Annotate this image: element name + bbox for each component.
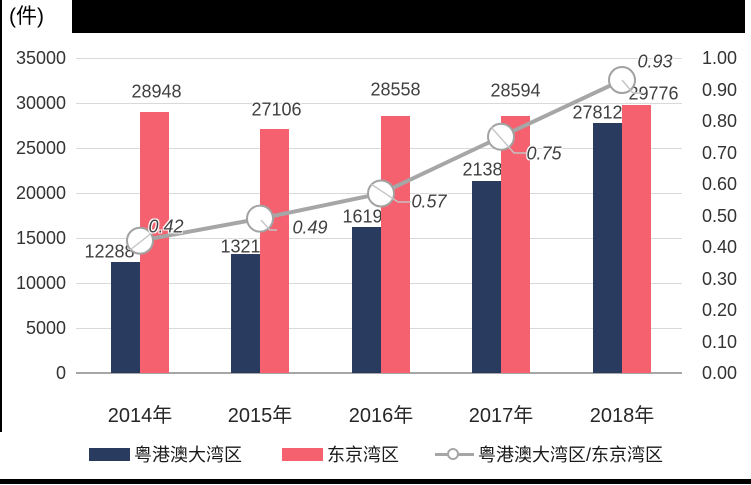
bar-gba-2018年: [593, 122, 622, 373]
bar-value-label-tokyo-2016年: 28558: [370, 79, 421, 100]
legend-line-marker-icon: [447, 448, 459, 460]
bar-tokyo-2015年: [260, 129, 289, 373]
x-axis-label-2016年: 2016年: [348, 405, 414, 427]
gridline-25000: [76, 147, 682, 149]
bar-value-label-gba-2014年: 12288: [84, 241, 135, 262]
x-axis-label-2015年: 2015年: [227, 405, 293, 427]
label-leader-line-2017年: [490, 126, 526, 154]
ratio-value-label-2016年: 0.57: [411, 191, 447, 212]
unit-label: (件): [9, 5, 44, 28]
y-axis-right-tick-0.70: 0.70: [702, 142, 738, 163]
y-axis-right-tick-0.20: 0.20: [702, 300, 738, 320]
x-axis-baseline: [76, 372, 682, 374]
y-axis-right-tick-1.00: 1.00: [702, 48, 738, 68]
y-axis-left-tick-15000: 15000: [15, 228, 66, 248]
legend-label-gba-bar: 粤港澳大湾区: [134, 445, 242, 465]
left-border-line: [0, 0, 2, 432]
y-axis-right-tick-0.40: 0.40: [702, 237, 738, 257]
bar-tokyo-2016年: [381, 115, 410, 373]
legend-label-ratio-line: 粤港澳大湾区/东京湾区: [478, 445, 663, 465]
bar-value-label-gba-2017年: 21386: [462, 159, 513, 180]
bar-value-label-tokyo-2018年: 29776: [628, 83, 679, 104]
legend-label-tokyo-bar: 东京湾区: [327, 445, 399, 465]
header-black-bar: [0, 0, 745, 33]
label-leader-line-2014年: [129, 231, 154, 251]
bar-value-label-tokyo-2015年: 27106: [251, 99, 302, 120]
ratio-value-label-2018年: 0.93: [637, 51, 673, 72]
bar-value-label-tokyo-2014年: 28948: [131, 81, 182, 102]
line-marker-icon-2015年: [246, 204, 274, 233]
bar-gba-2017年: [472, 180, 501, 373]
bar-value-label-gba-2016年: 16198: [342, 206, 393, 227]
label-leader-line-2015年: [260, 219, 277, 231]
bar-gba-2014年: [111, 262, 140, 373]
legend-swatch-gba-bar: [89, 448, 130, 461]
y-axis-right-tick-0.00: 0.00: [702, 363, 738, 383]
unit-label-box: (件): [2, 0, 72, 33]
bar-gba-2015年: [231, 254, 260, 373]
x-axis-label-2017年: 2017年: [468, 405, 534, 427]
label-leader-line-2016年: [370, 183, 411, 203]
y-axis-right-tick-0.10: 0.10: [702, 331, 738, 352]
bar-value-label-tokyo-2017年: 28594: [490, 80, 541, 101]
y-axis-left-tick-35000: 35000: [15, 48, 66, 68]
y-axis-right-tick-0.60: 0.60: [702, 174, 738, 194]
y-axis-left-tick-20000: 20000: [15, 183, 66, 203]
bar-value-label-gba-2018年: 27812: [572, 102, 623, 123]
y-axis-right-tick-0.30: 0.30: [702, 268, 738, 289]
y-axis-left-tick-5000: 5000: [25, 318, 66, 338]
y-axis-right-tick-0.90: 0.90: [702, 79, 738, 100]
y-axis-right-tick-0.50: 0.50: [702, 205, 738, 226]
legend-swatch-tokyo-bar: [282, 448, 323, 461]
bar-value-label-gba-2015年: 13213: [220, 236, 271, 257]
gridline-30000: [76, 102, 682, 104]
bar-gba-2016年: [352, 227, 381, 373]
ratio-value-label-2014年: 0.42: [148, 216, 184, 237]
label-leader-line-2018年: [621, 79, 642, 94]
bar-tokyo-2017年: [501, 115, 530, 373]
y-axis-left-tick-25000: 25000: [15, 138, 66, 158]
bar-tokyo-2018年: [622, 105, 651, 373]
y-axis-left-tick-10000: 10000: [15, 273, 66, 293]
gridline-35000: [76, 57, 682, 59]
ratio-value-label-2015年: 0.49: [292, 217, 328, 238]
y-axis-left-tick-0: 0: [55, 363, 66, 383]
bottom-border-line: [0, 479, 751, 484]
y-axis-left-tick-30000: 30000: [15, 93, 66, 113]
x-axis-label-2018年: 2018年: [589, 405, 655, 427]
y-axis-right-tick-0.80: 0.80: [702, 111, 738, 131]
x-axis-label-2014年: 2014年: [107, 405, 173, 427]
ratio-value-label-2017年: 0.75: [526, 143, 562, 164]
